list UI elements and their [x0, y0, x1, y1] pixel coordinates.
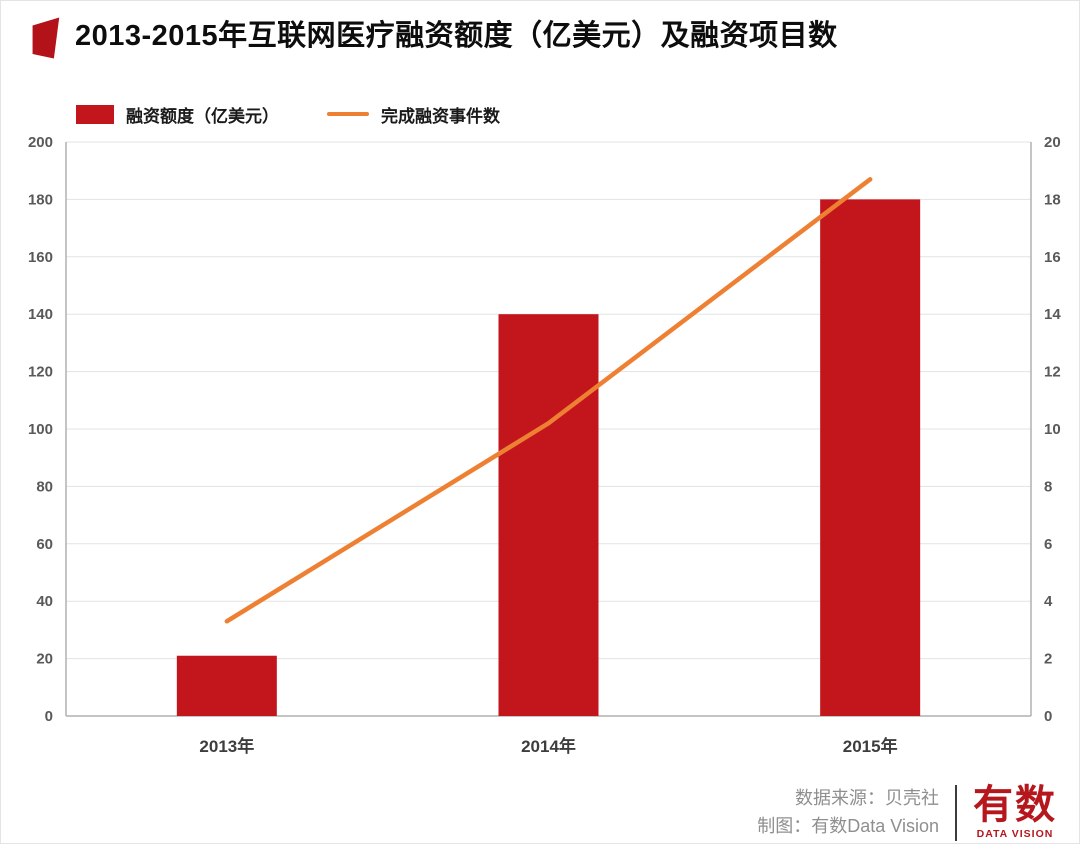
left-axis-tick: 100 [28, 421, 53, 438]
left-axis-tick: 180 [28, 191, 53, 208]
left-axis-tick: 60 [36, 536, 53, 553]
x-axis-label-2015年: 2015年 [843, 736, 898, 756]
right-axis-tick: 6 [1044, 536, 1052, 553]
legend-item-line: 完成融资事件数 [327, 102, 500, 127]
chart-title: 2013-2015年互联网医疗融资额度（亿美元）及融资项目数 [75, 20, 838, 52]
combo-chart: 0 20 40 60 80 100 120 140 160 180 200 0 2 4 6 8 10 12 14 16… [28, 134, 1061, 756]
right-axis-tick: 16 [1044, 249, 1061, 266]
left-axis-tick: 0 [45, 708, 53, 725]
footer-divider [955, 784, 957, 841]
left-axis-tick: 40 [36, 593, 53, 610]
bar-2014年 [498, 314, 599, 716]
left-axis-tick: 80 [36, 478, 53, 495]
left-axis-tick: 20 [36, 651, 53, 668]
data-source-text: 数据来源：贝壳社 [795, 787, 939, 808]
left-axis-tick: 160 [28, 249, 53, 266]
brand-logo: 有数 DATA VISION [973, 785, 1057, 840]
line-series [224, 177, 873, 624]
right-axis-tick: 20 [1044, 134, 1061, 151]
logo-subtitle: DATA VISION [976, 828, 1054, 841]
left-axis-tick: 200 [28, 134, 53, 151]
chart-header: 2013-2015年互联网医疗融资额度（亿美元）及融资项目数 [1, 1, 1079, 59]
right-axis-tick: 18 [1044, 191, 1061, 208]
bar-legend-swatch [76, 104, 114, 124]
left-axis-tick: 140 [28, 306, 53, 323]
line-legend-label: 完成融资事件数 [381, 106, 500, 126]
chart-footer: 数据来源：贝壳社 制图：有数Data Vision 有数 DATA VISION [1, 780, 1079, 843]
line-legend-swatch [327, 111, 369, 117]
legend-item-bar: 融资额度（亿美元） [76, 102, 279, 127]
left-axis-tick: 120 [28, 364, 53, 381]
flag-icon-shape [32, 17, 60, 59]
flag-icon [32, 17, 60, 59]
credits: 数据来源：贝壳社 制图：有数Data Vision [757, 785, 939, 841]
bar-legend-label: 融资额度（亿美元） [126, 106, 279, 126]
bar-2015年 [820, 199, 921, 716]
right-axis-tick: 10 [1044, 421, 1061, 438]
right-axis-tick: 0 [1044, 708, 1052, 725]
right-axis-tick: 12 [1044, 364, 1061, 381]
x-axis-label-2014年: 2014年 [521, 736, 576, 756]
right-axis-tick: 4 [1044, 593, 1053, 610]
credit-text: 制图：有数Data Vision [757, 815, 939, 836]
right-axis-tick: 8 [1044, 478, 1052, 495]
chart-legend: 融资额度（亿美元） 完成融资事件数 [76, 102, 1079, 127]
right-axis-tick: 14 [1044, 306, 1061, 323]
right-axis-tick: 2 [1044, 651, 1052, 668]
bar-2013年 [176, 655, 277, 716]
x-axis-label-2013年: 2013年 [199, 736, 254, 756]
logo-title: 有数 [973, 783, 1057, 828]
